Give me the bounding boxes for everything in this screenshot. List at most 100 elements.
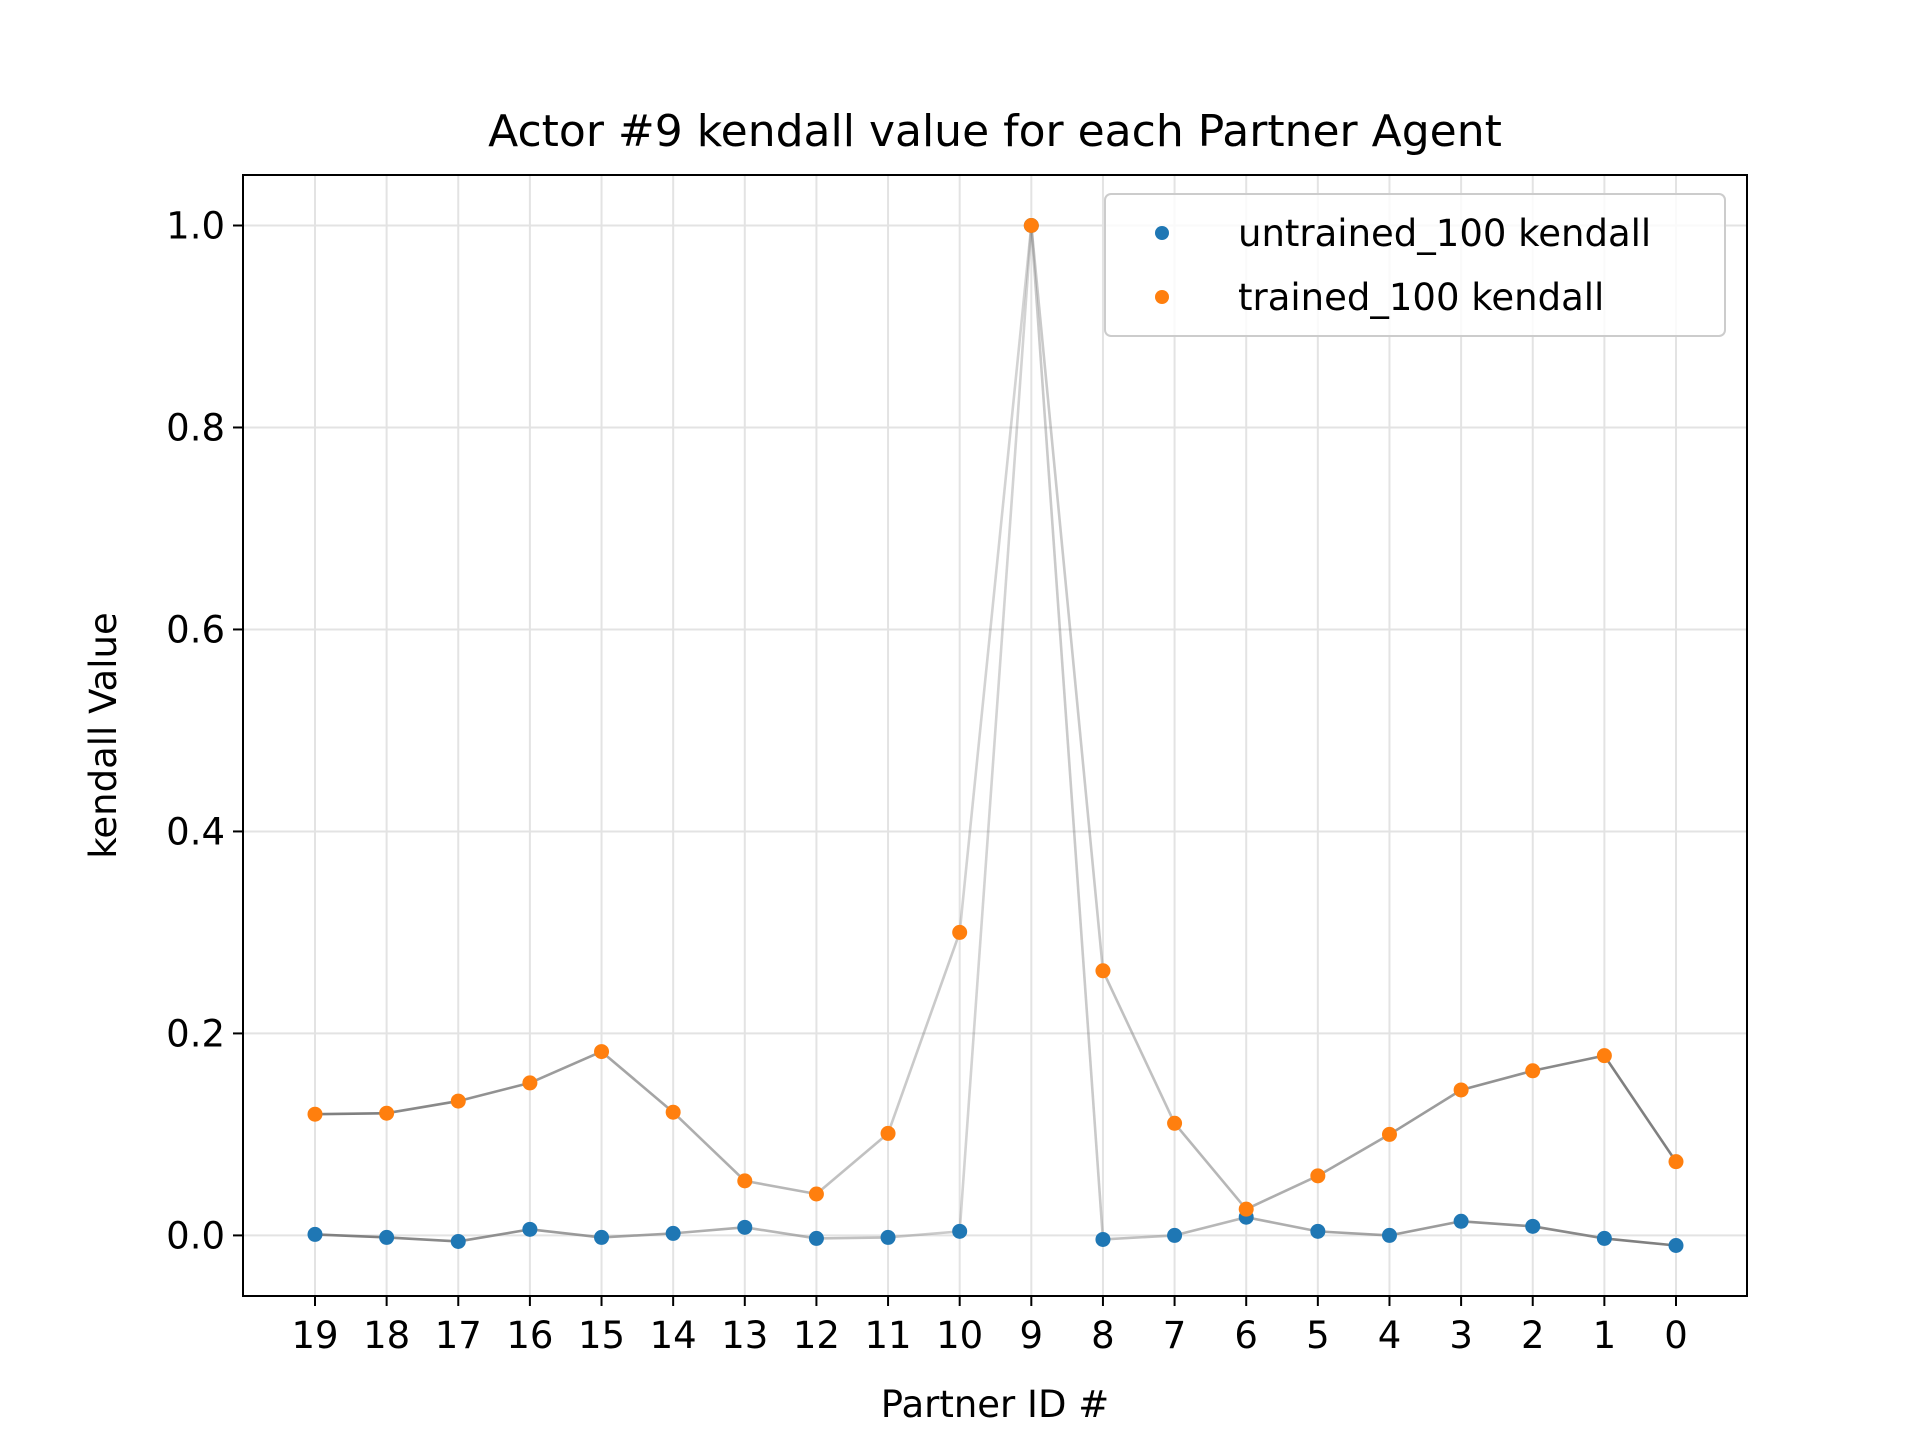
connector-segment: [1603, 1054, 1678, 1163]
y-tick-label: 0.6: [166, 608, 225, 651]
x-tick-label: 19: [291, 1314, 338, 1357]
connector-segment: [386, 1099, 459, 1115]
x-tick-label: 6: [1234, 1314, 1258, 1357]
untrained-point-3: [1453, 1213, 1469, 1229]
connector-segment: [886, 931, 961, 1134]
connector-segment: [887, 1230, 960, 1239]
connector-segment: [1461, 1219, 1533, 1228]
x-tick-label: 3: [1449, 1314, 1473, 1357]
x-tick-label: 2: [1521, 1314, 1545, 1357]
legend-label-untrained: untrained_100 kendall: [1238, 212, 1651, 255]
connector-segment: [314, 1233, 387, 1239]
untrained-point-11: [880, 1229, 896, 1245]
x-tick-label: 9: [1020, 1314, 1044, 1357]
untrained-point-7: [1167, 1227, 1183, 1243]
trained-point-0: [1668, 1154, 1684, 1170]
trained-point-11: [880, 1125, 896, 1141]
trained-point-10: [952, 924, 968, 940]
untrained-point-10: [952, 1223, 968, 1239]
connector-segment: [1030, 225, 1105, 971]
connector-segment: [958, 225, 1033, 1232]
trained-point-9: [1023, 217, 1039, 233]
connector-segment: [1174, 1215, 1247, 1237]
x-tick-label: 7: [1163, 1314, 1187, 1357]
untrained-point-4: [1381, 1227, 1397, 1243]
untrained-point-12: [808, 1230, 824, 1246]
trained-point-16: [522, 1075, 538, 1091]
connector-segment: [673, 1226, 745, 1235]
y-tick-label: 0.8: [166, 406, 225, 449]
connector-segment: [314, 1111, 387, 1116]
trained-point-14: [665, 1104, 681, 1120]
trained-point-18: [379, 1105, 395, 1121]
chart-title: Actor #9 kendall value for each Partner …: [488, 106, 1502, 157]
connector-segment: [457, 1081, 531, 1103]
y-axis-ticks: 0.0 0.2 0.4 0.6 0.8 1.0: [166, 204, 243, 1257]
x-tick-label: 15: [578, 1314, 625, 1357]
x-tick-label: 11: [865, 1314, 912, 1357]
trained-point-7: [1167, 1115, 1183, 1131]
untrained-point-14: [665, 1225, 681, 1241]
connector-segment: [1460, 1069, 1534, 1092]
y-tick-label: 0.2: [166, 1012, 225, 1055]
connector-segment: [1389, 1219, 1462, 1237]
connector-segment: [1030, 225, 1105, 1240]
connector-segment: [744, 1226, 817, 1240]
connector-segment: [1245, 1215, 1319, 1233]
connector-segment: [1101, 970, 1176, 1124]
untrained-point-5: [1310, 1223, 1326, 1239]
trained-point-15: [594, 1044, 610, 1060]
x-tick-label: 10: [936, 1314, 983, 1357]
x-tick-label: 16: [506, 1314, 553, 1357]
connector-segment: [529, 1228, 602, 1239]
x-tick-label: 14: [650, 1314, 697, 1357]
untrained-point-0: [1668, 1238, 1684, 1254]
x-tick-label: 5: [1306, 1314, 1330, 1357]
x-tick-label: 12: [793, 1314, 840, 1357]
untrained-point-19: [307, 1226, 323, 1242]
connector-segment: [1102, 1234, 1175, 1241]
untrained-point-16: [522, 1221, 538, 1237]
connector-segment: [1604, 1237, 1677, 1247]
trained-point-13: [737, 1173, 753, 1189]
connector-segment: [815, 1132, 889, 1195]
legend: untrained_100 kendall trained_100 kendal…: [1104, 193, 1726, 337]
connector-segment: [600, 1050, 674, 1114]
untrained-point-8: [1095, 1231, 1111, 1247]
connector-segment: [1532, 1225, 1605, 1240]
x-tick-label: 1: [1593, 1314, 1617, 1357]
trained-point-12: [808, 1186, 824, 1202]
connector-segment: [1173, 1122, 1248, 1210]
trained-point-5: [1310, 1168, 1326, 1184]
trained-point-4: [1381, 1126, 1397, 1142]
untrained-point-18: [379, 1229, 395, 1245]
connector-segment: [458, 1228, 531, 1243]
trained-point-6: [1238, 1201, 1254, 1217]
connector-segment: [744, 1179, 817, 1196]
legend-marker-trained: [1155, 290, 1169, 304]
plot-frame: [242, 174, 1748, 1297]
x-tick-label: 0: [1664, 1314, 1688, 1357]
data-points: [307, 217, 1684, 1254]
y-axis-label: kendall Value: [82, 612, 125, 858]
trained-point-17: [450, 1093, 466, 1109]
connector-segment: [1245, 1174, 1319, 1211]
x-axis-label: Partner ID #: [881, 1383, 1109, 1426]
connector-segment: [672, 1111, 746, 1182]
legend-label-trained: trained_100 kendall: [1238, 276, 1604, 319]
connector-segment: [958, 225, 1033, 933]
connector-segment: [816, 1236, 889, 1240]
connector-segment: [1388, 1088, 1462, 1136]
x-tick-label: 17: [435, 1314, 482, 1357]
y-tick-label: 0.0: [166, 1214, 225, 1257]
y-tick-label: 1.0: [166, 204, 225, 247]
untrained-point-2: [1525, 1218, 1541, 1234]
trained-point-19: [307, 1106, 323, 1122]
legend-box: [1104, 193, 1726, 337]
trained-point-3: [1453, 1082, 1469, 1098]
x-axis-ticks: 19 18 17 16 15 14 13 12 11 10 9 8 7 6 5 4 3 2 1 0: [291, 1296, 1688, 1357]
grid-lines: [243, 175, 1747, 1296]
connector-lines: [314, 225, 1678, 1247]
trained-point-1: [1596, 1048, 1612, 1064]
